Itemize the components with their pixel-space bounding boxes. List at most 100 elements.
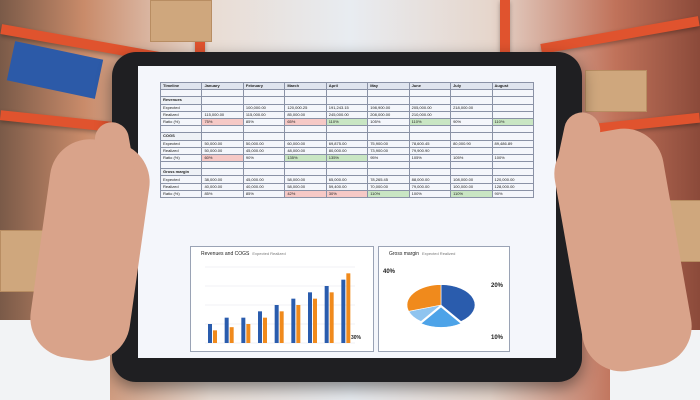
table-cell[interactable]: 60,000.00 <box>284 139 327 148</box>
table-cell[interactable]: 128,000.00 <box>491 182 534 191</box>
table-row: Ratio (%) 85% 85% 42% 30% 110% 100% 110% 90% <box>159 189 534 199</box>
table-cell <box>408 125 452 134</box>
table-cell <box>450 89 493 98</box>
table-cell[interactable] <box>450 146 493 155</box>
row-label: Expected <box>159 103 203 112</box>
bar <box>296 305 301 343</box>
table-cell[interactable]: 45,000.00 <box>242 146 286 155</box>
table-cell[interactable]: 210,000.00 <box>408 110 452 119</box>
table-cell[interactable]: 100,000.00 <box>242 103 286 112</box>
table-cell[interactable]: 89,486.89 <box>491 139 534 148</box>
table-cell[interactable]: 108,000.00 <box>450 175 493 184</box>
table-cell[interactable]: 198,900.00 <box>367 103 410 112</box>
table-cell[interactable]: 110% <box>491 117 534 127</box>
pie-chart-title: Gross margin Expected Realized <box>389 251 455 257</box>
table-cell[interactable]: 65% <box>284 117 327 127</box>
table-cell[interactable]: 38,000.00 <box>201 175 244 184</box>
table-cell <box>450 132 493 141</box>
table-cell[interactable]: 245,000.00 <box>325 110 369 119</box>
table-cell[interactable]: 58,000.00 <box>284 175 327 184</box>
table-cell[interactable]: 70,000.00 <box>367 182 410 191</box>
column-header: February <box>242 81 286 91</box>
table-cell[interactable]: 218,000.00 <box>450 103 493 112</box>
table-cell[interactable]: 105% <box>450 153 493 163</box>
table-row: Realized 50,000.00 45,000.00 48,000.00 80,00… <box>159 146 534 155</box>
bar-chart-end-label: 30% <box>351 335 362 341</box>
table-cell[interactable]: 40,000.00 <box>201 182 244 191</box>
bar <box>263 317 267 343</box>
spacer-row <box>159 89 534 98</box>
pie-slice <box>406 284 442 312</box>
table-cell[interactable]: 100% <box>408 189 452 199</box>
table-cell[interactable]: 90% <box>491 189 534 199</box>
table-cell[interactable]: 110% <box>408 117 452 127</box>
table-cell[interactable]: 60% <box>201 153 244 163</box>
table-cell[interactable]: 115,000.00 <box>201 110 244 119</box>
table-cell[interactable]: 100,000.00 <box>450 182 493 191</box>
bar <box>291 298 296 343</box>
table-cell[interactable] <box>450 110 493 119</box>
header-row: Timeline January February March April May June… <box>159 81 534 91</box>
table-cell[interactable]: 59,400.00 <box>325 182 369 191</box>
table-cell[interactable]: 105% <box>367 117 410 127</box>
table-cell[interactable]: 40,000.00 <box>242 182 286 191</box>
table-cell[interactable]: 73,900.00 <box>367 146 410 155</box>
table-cell[interactable]: 75,900.00 <box>367 139 410 148</box>
table-cell[interactable]: 80,000.90 <box>450 139 493 148</box>
table-cell[interactable]: 110% <box>450 189 493 199</box>
table-cell[interactable]: 95% <box>367 153 410 163</box>
table-cell[interactable]: 205,000.00 <box>408 103 452 112</box>
table-cell[interactable] <box>201 103 244 112</box>
table-cell[interactable]: 79,000.00 <box>408 182 452 191</box>
table-cell[interactable]: 115,000.00 <box>242 110 286 119</box>
table-cell[interactable]: 50,000.00 <box>201 146 244 155</box>
table-cell[interactable] <box>491 110 534 119</box>
table-cell[interactable]: 120,000.25 <box>284 103 327 112</box>
table-cell[interactable]: 105% <box>408 153 452 163</box>
table-cell <box>159 89 203 98</box>
table-cell[interactable]: 58,000.00 <box>284 182 327 191</box>
table-cell[interactable]: 30% <box>325 189 369 199</box>
table-cell[interactable]: 120,000.00 <box>491 175 534 184</box>
tablet-screen: Timeline January February March April May June… <box>138 66 556 358</box>
pie-chart-card: Gross margin Expected Realized 40% 20% 10… <box>378 246 510 352</box>
table-cell[interactable]: 85% <box>242 189 286 199</box>
table-cell[interactable]: 69,875.00 <box>325 139 369 148</box>
pie-slice <box>440 284 476 322</box>
table-cell[interactable]: 50,000.00 <box>242 139 286 148</box>
table-cell[interactable]: 90% <box>242 153 286 163</box>
table-cell[interactable]: 50,000.00 <box>201 139 244 148</box>
table-cell[interactable]: 135% <box>284 153 327 163</box>
table-cell <box>325 161 369 170</box>
bar <box>341 279 346 343</box>
table-cell <box>325 132 369 141</box>
table-cell[interactable]: 110% <box>325 117 369 127</box>
table-cell[interactable]: 110% <box>367 189 410 199</box>
table-cell[interactable]: 65,000.00 <box>325 175 369 184</box>
table-cell[interactable]: 75% <box>201 117 244 127</box>
column-header: January <box>201 81 244 91</box>
table-cell[interactable]: 88,000.00 <box>408 175 452 184</box>
table-cell[interactable]: 78,600.45 <box>408 139 452 148</box>
table-cell[interactable]: 85% <box>242 117 286 127</box>
table-cell[interactable]: 208,000.00 <box>367 110 410 119</box>
table-cell[interactable] <box>491 103 534 112</box>
table-cell[interactable]: 42% <box>284 189 327 199</box>
table-cell[interactable]: 85% <box>201 189 244 199</box>
table-cell[interactable]: 79,900.90 <box>408 146 452 155</box>
bar <box>241 317 246 343</box>
table-cell[interactable]: 191,243.15 <box>325 103 369 112</box>
table-cell[interactable]: 48,000.00 <box>284 146 327 155</box>
table-cell <box>242 96 286 105</box>
table-cell[interactable] <box>491 146 534 155</box>
bar-chart <box>205 266 355 344</box>
table-cell <box>284 161 327 170</box>
table-cell[interactable]: 45,000.00 <box>242 175 286 184</box>
table-cell[interactable]: 135% <box>325 153 369 163</box>
table-cell[interactable]: 100% <box>491 153 534 163</box>
table-row: Realized 40,000.00 40,000.00 58,000.00 59,40… <box>159 182 534 191</box>
table-cell[interactable]: 78,265.45 <box>367 175 410 184</box>
table-cell[interactable]: 85,000.00 <box>284 110 327 119</box>
table-cell[interactable]: 90% <box>450 117 493 127</box>
table-cell[interactable]: 80,000.00 <box>325 146 369 155</box>
